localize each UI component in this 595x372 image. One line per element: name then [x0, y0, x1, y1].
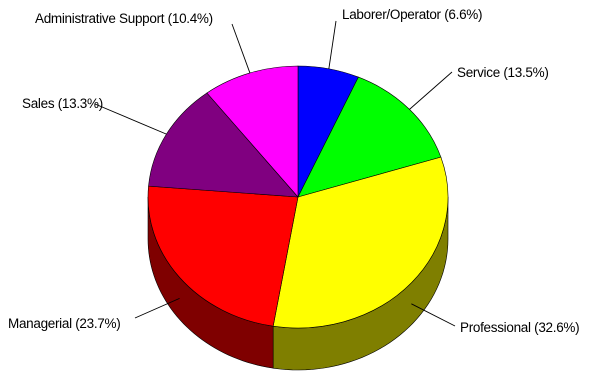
leader-line-sales	[94, 103, 167, 135]
slice-label-laborer-operator: Laborer/Operator (6.6%)	[342, 7, 482, 22]
pie-slice-professional	[272, 156, 449, 329]
leader-line-managerial	[134, 297, 180, 319]
label-leader-lines	[94, 20, 456, 327]
leader-line-laborer-operator	[328, 20, 337, 69]
leader-line-professional	[411, 303, 456, 327]
slice-label-professional: Professional (32.6%)	[460, 320, 579, 335]
slice-label-sales: Sales (13.3%)	[22, 96, 103, 111]
pie-slice-administrative-support	[206, 65, 299, 198]
pie-slice-managerial	[147, 185, 299, 327]
slice-label-service: Service (13.5%)	[457, 65, 549, 80]
pie-slice-sales	[148, 92, 299, 198]
leader-line-administrative-support	[231, 23, 251, 74]
slice-label-managerial: Managerial (23.7%)	[8, 316, 120, 331]
slice-label-administrative-support: Administrative Support (10.4%)	[35, 11, 213, 26]
leader-line-service	[409, 71, 453, 110]
pie-slices	[147, 65, 449, 329]
